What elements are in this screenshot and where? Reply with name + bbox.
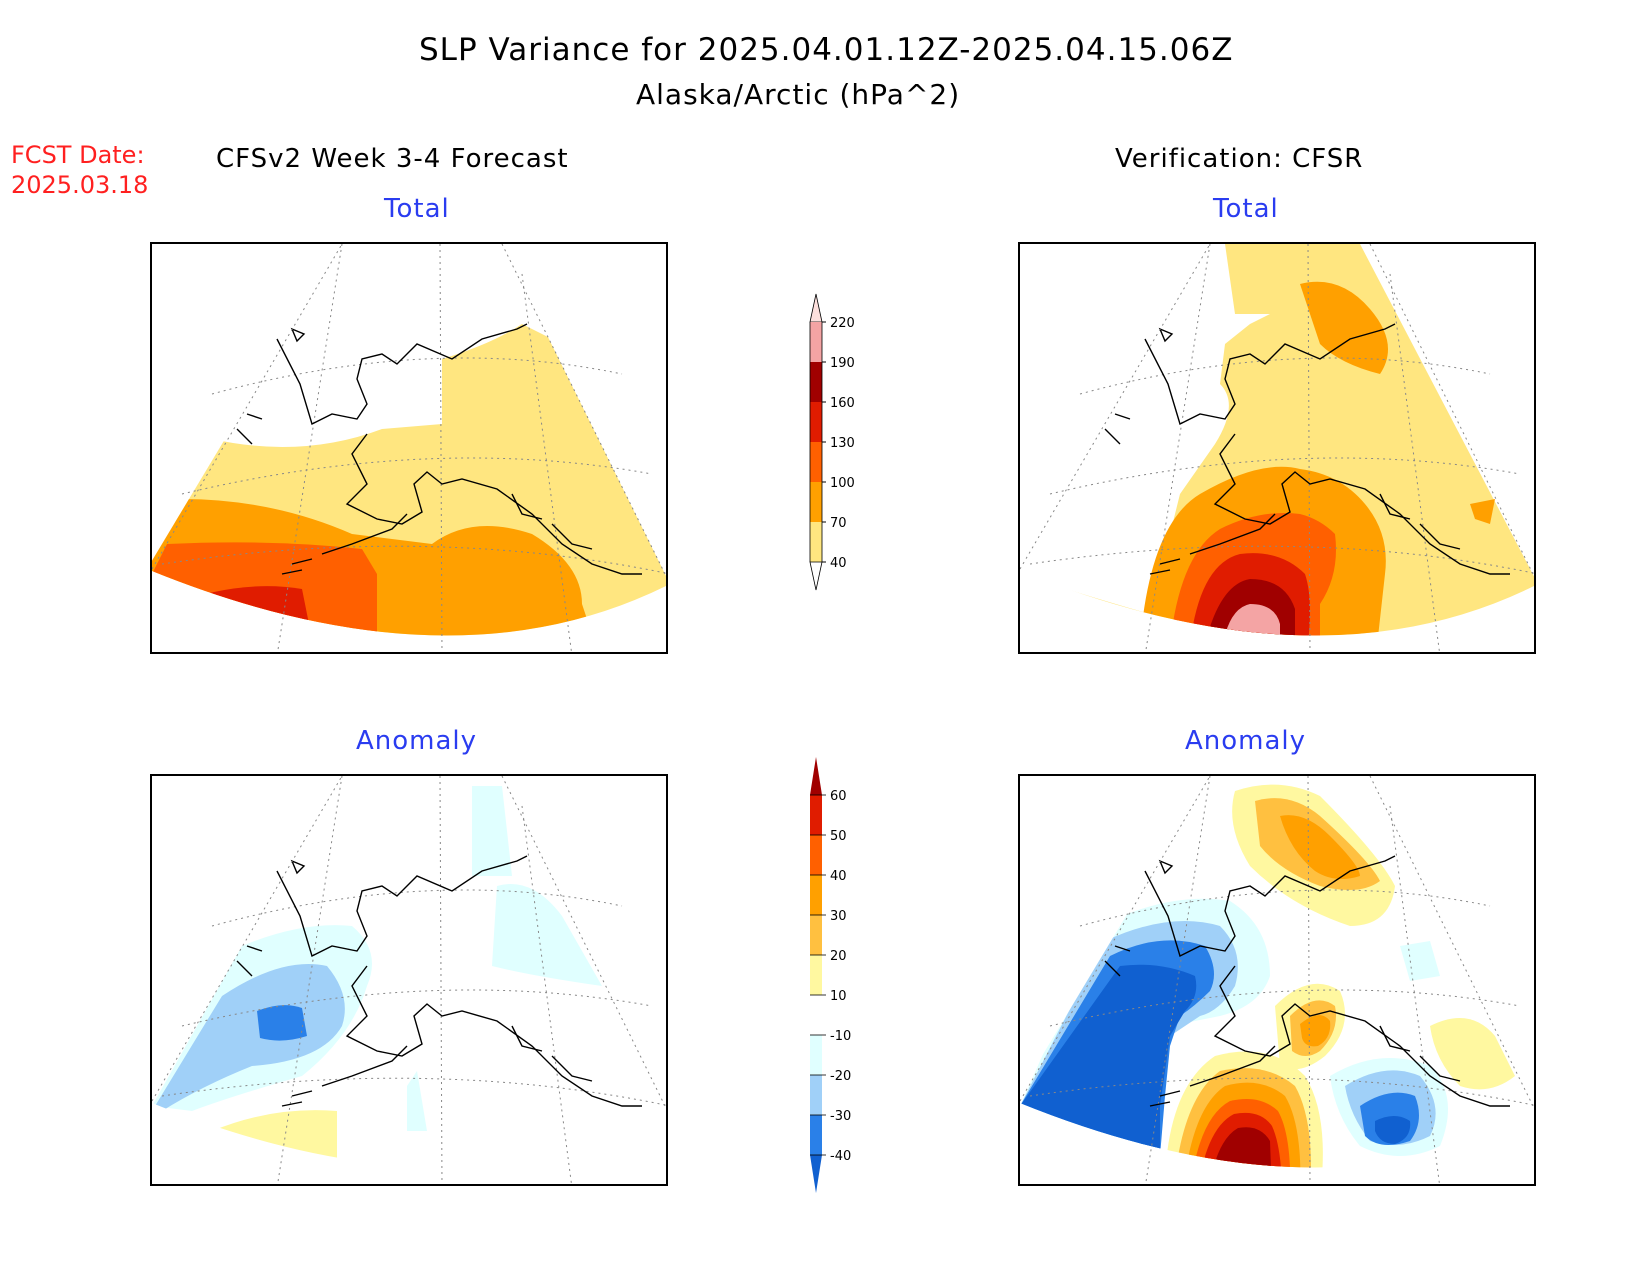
colorbar-bottom-arrow bbox=[810, 1155, 822, 1193]
colorbar-segment bbox=[810, 362, 822, 402]
anomaly-colorbar: 60 50 40 30 20 10 -10 -20 -30 -40 bbox=[810, 757, 851, 1193]
colorbar-tick-label: 160 bbox=[830, 396, 855, 411]
colorbar-segment bbox=[810, 322, 822, 362]
obs-anom-map bbox=[1018, 774, 1536, 1186]
obs-total-map bbox=[1018, 242, 1536, 654]
forecast-header: CFSv2 Week 3-4 Forecast bbox=[216, 144, 569, 174]
colorbar-tick-label: 40 bbox=[830, 869, 847, 884]
fcst-date-label: FCST Date: bbox=[11, 141, 145, 169]
total-colorbar: 220 190 160 130 100 70 40 bbox=[809, 293, 855, 591]
colorbar-tick-label: 70 bbox=[830, 516, 847, 531]
colorbar-tick-label: 10 bbox=[830, 989, 847, 1004]
colorbar-segment bbox=[810, 835, 822, 875]
colorbar-segment bbox=[810, 402, 822, 442]
colorbar-segment bbox=[810, 875, 822, 915]
colorbar-tick-label: 40 bbox=[830, 556, 847, 571]
colorbar-tick-label: 220 bbox=[830, 316, 855, 331]
colorbar-segment bbox=[810, 482, 822, 522]
colorbar-tick-label: -30 bbox=[830, 1109, 851, 1124]
colorbar-segment bbox=[810, 915, 822, 955]
figure-title: SLP Variance for 2025.04.01.12Z-2025.04.… bbox=[419, 32, 1234, 68]
fcst-date-value: 2025.03.18 bbox=[11, 171, 149, 199]
colorbar-segment bbox=[810, 1075, 822, 1115]
colorbar-segment bbox=[810, 442, 822, 482]
verification-header: Verification: CFSR bbox=[1115, 144, 1364, 174]
fcst-anom-title: Anomaly bbox=[356, 726, 478, 756]
colorbar-segment bbox=[810, 955, 822, 995]
colorbar-segment bbox=[810, 995, 822, 1035]
colorbar-top-arrow bbox=[810, 757, 822, 795]
fcst-total-map bbox=[150, 242, 668, 654]
fcst-anom-map bbox=[150, 774, 668, 1186]
colorbar-tick-label: 190 bbox=[830, 356, 855, 371]
colorbar-tick-label: 60 bbox=[830, 789, 847, 804]
colorbar-tick-label: -10 bbox=[830, 1029, 851, 1044]
colorbar-tick-label: 30 bbox=[830, 909, 847, 924]
colorbar-segment bbox=[810, 1115, 822, 1155]
colorbar-tick-label: -20 bbox=[830, 1069, 851, 1084]
colorbar-tick-label: 20 bbox=[830, 949, 847, 964]
colorbar-tick-label: -40 bbox=[830, 1149, 851, 1164]
colorbar-segment bbox=[810, 1035, 822, 1075]
figure-subtitle: Alaska/Arctic (hPa^2) bbox=[636, 78, 961, 111]
obs-total-title: Total bbox=[1213, 194, 1279, 224]
colorbar-segment bbox=[810, 795, 822, 835]
fcst-total-title: Total bbox=[384, 194, 450, 224]
colorbar-tick-label: 50 bbox=[830, 829, 847, 844]
colorbar-tick-label: 130 bbox=[830, 436, 855, 451]
obs-anom-title: Anomaly bbox=[1185, 726, 1307, 756]
colorbar-tick-label: 100 bbox=[830, 476, 855, 491]
colorbar-top-arrow bbox=[809, 293, 823, 323]
colorbar-segment bbox=[810, 522, 822, 562]
colorbar-bottom-arrow bbox=[809, 561, 823, 591]
